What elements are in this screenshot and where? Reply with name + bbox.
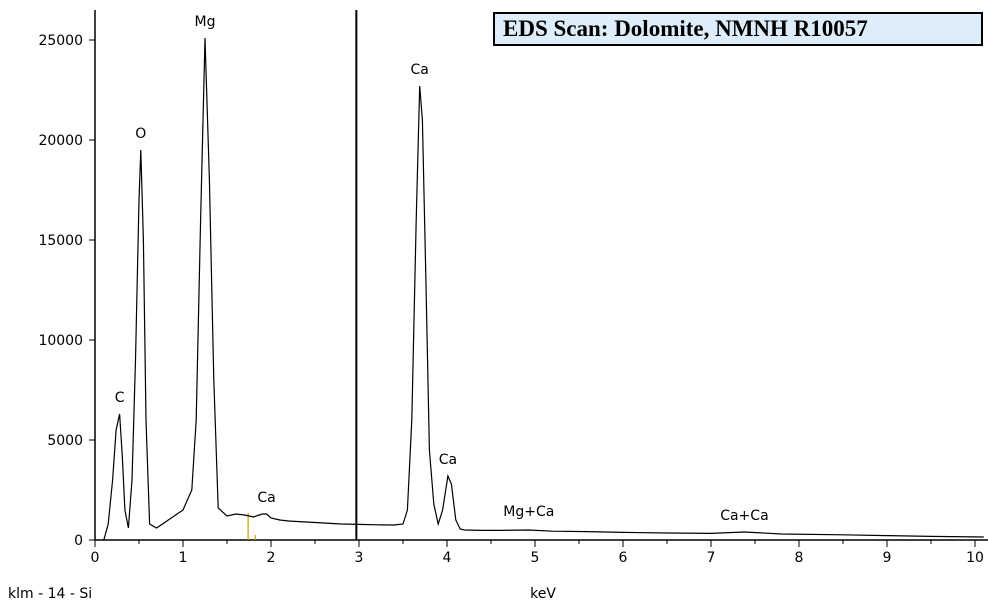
y-tick-label: 10000 (38, 333, 83, 349)
x-tick-label: 4 (443, 550, 452, 566)
peak-label: Mg+Ca (503, 504, 554, 520)
x-tick-label: 1 (179, 550, 188, 566)
spectrum-series-line (103, 37, 984, 541)
y-tick-label: 25000 (38, 33, 83, 49)
peak-label: Mg (195, 14, 216, 30)
peak-label: C (115, 390, 125, 406)
x-tick-label: 8 (795, 550, 804, 566)
x-ticks: 0 1 2 3 4 5 6 7 8 9 10 (91, 540, 984, 566)
peak-label: Ca (439, 452, 457, 468)
x-tick-label: 3 (355, 550, 364, 566)
y-ticks: 0 5000 10000 15000 20000 25000 (38, 33, 95, 549)
y-tick-label: 15000 (38, 233, 83, 249)
kline-markers (247, 513, 256, 540)
x-tick-label: 7 (707, 550, 716, 566)
footnote-label: klm - 14 - Si (8, 586, 92, 602)
peak-label: O (135, 126, 146, 142)
x-tick-label: 2 (267, 550, 276, 566)
y-tick-label: 0 (74, 533, 83, 549)
peak-label: Ca (257, 490, 275, 506)
peak-label: Ca (411, 62, 429, 78)
x-tick-label: 10 (966, 550, 984, 566)
x-tick-label: 9 (883, 550, 892, 566)
y-tick-label: 5000 (47, 433, 83, 449)
x-tick-label: 6 (619, 550, 628, 566)
peak-label: Ca+Ca (720, 508, 768, 524)
x-axis-label: keV (530, 586, 556, 602)
x-tick-label: 5 (531, 550, 540, 566)
peak-labels: C O Mg Ca Ca Ca Mg+Ca Ca+Ca (115, 14, 769, 524)
chart-title: EDS Scan: Dolomite, NMNH R10057 (493, 12, 983, 46)
x-tick-label: 0 (91, 550, 100, 566)
y-tick-label: 20000 (38, 133, 83, 149)
